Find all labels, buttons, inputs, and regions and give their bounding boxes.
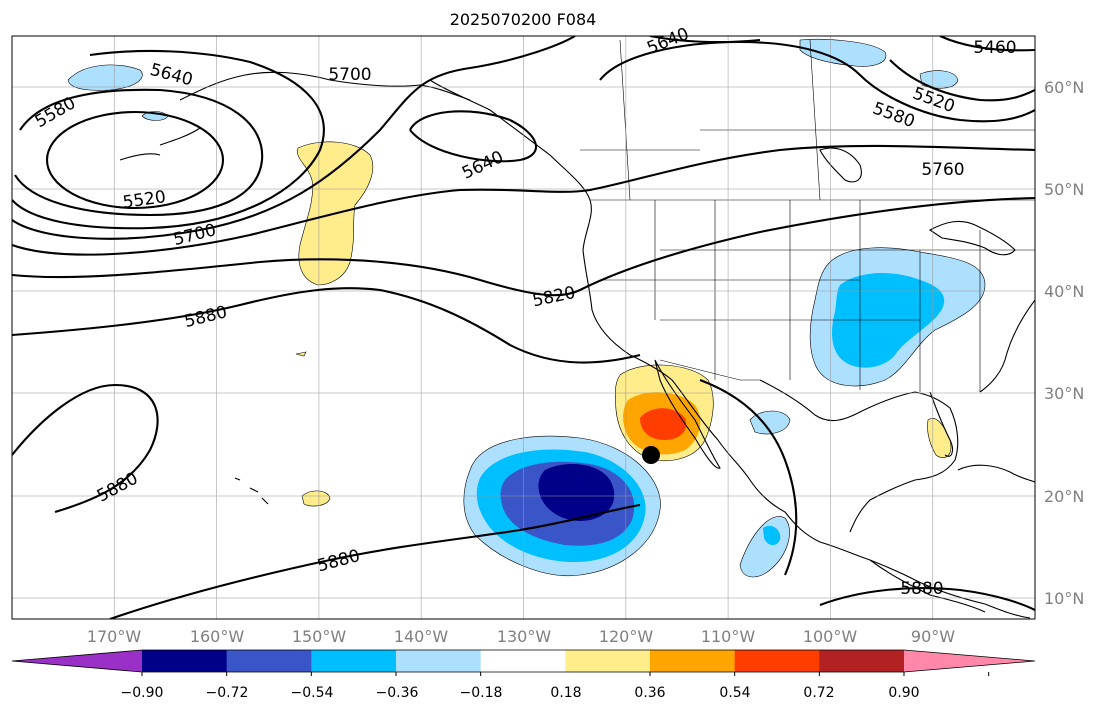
aleutian-1 [119,153,161,161]
colorbar-segment [819,650,905,672]
pos-anomaly-baja-core [640,408,687,440]
contour-label: 5880 [900,579,943,599]
hawaii [234,477,269,505]
lon-label: 110°W [701,627,756,646]
map-frame [11,35,1036,620]
canada-provinces [580,39,1035,201]
lon-label: 100°W [803,627,858,646]
gulf-coast [759,379,959,533]
point-marker [642,446,660,464]
lon-label: 130°W [497,627,552,646]
colorbar-segment [142,650,228,672]
lat-label: 40°N [1044,282,1084,301]
contour-label: 5760 [921,160,964,180]
west-coast [429,79,1031,619]
colorbar-tick-label: −0.18 [460,685,503,701]
lat-label: 60°N [1044,78,1084,97]
central-america [869,559,986,613]
colorbar [11,649,1036,676]
neg-anomaly-mexico-core [763,525,781,546]
contour-5880-west [12,383,159,514]
colorbar-segment [565,650,651,672]
colorbar-segment [480,650,566,672]
lat-label: 10°N [1044,589,1084,608]
baja-california [654,359,721,469]
pos-anomaly-small-1 [301,490,331,507]
colorbar-tick-label: 0.90 [888,685,919,701]
contour-5520-low [45,110,225,210]
neg-anomaly-alaska-west [67,64,143,91]
florida [929,391,954,457]
aleutian-2 [159,127,201,146]
colorbar-segment [734,650,820,672]
map-title: 2025070200 F084 [450,10,597,29]
colorbar-segment [226,650,312,672]
lon-label: 170°W [87,627,142,646]
cuba [957,464,1035,483]
contour-5880-main [12,287,641,364]
lon-label: 90°W [911,627,955,646]
lat-label: 50°N [1044,180,1084,199]
contour-5640-b [409,110,538,163]
lon-label: 140°W [394,627,449,646]
us-mexico-border [659,359,760,381]
colorbar-tick-label: 0.54 [719,685,750,701]
colorbar-segment [396,650,482,672]
gridlines [12,36,1035,619]
lat-label: 20°N [1044,487,1084,506]
contour-label: 5460 [973,38,1016,58]
contour-5880-south [109,503,641,619]
lon-label: 150°W [292,627,347,646]
latitude-labels: 60°N 50°N 40°N 30°N 20°N 10°N [1044,78,1084,608]
colorbar-tick-label: −0.54 [291,685,334,701]
contour-5700 [12,36,576,240]
lon-label: 120°W [599,627,654,646]
colorbar-extend-max [904,650,1035,672]
contour-5640-a [12,49,325,230]
pos-anomaly-small-2 [295,351,307,357]
neg-anomaly-canada-north [799,39,887,67]
longitude-labels: 170°W 160°W 150°W 140°W 130°W 120°W 110°… [87,627,955,646]
height-contours [12,36,1035,619]
colorbar-ticks: −0.90 −0.72 −0.54 −0.36 −0.18 0.18 0.36 … [121,685,920,701]
colorbar-tick-label: 0.18 [550,685,581,701]
colorbar-tick-label: −0.90 [121,685,164,701]
contour-5760 [12,144,1035,256]
neg-anomaly-pacific-core [538,464,615,521]
lon-label: 160°W [190,627,245,646]
contour-5580-low [14,88,264,217]
contour-5460 [939,36,1035,52]
colorbar-segment [650,650,736,672]
neg-anomaly-gulf [749,410,791,435]
contour-5880-gulf [699,379,798,576]
east-coast [979,299,1035,393]
contour-5520-ne [889,59,1035,102]
contour-label: 5700 [328,65,371,85]
colorbar-tick-label: 0.36 [634,685,665,701]
contour-5640-ne [649,36,761,44]
colorbar-segment [311,650,397,672]
contour-5880-se [819,587,1035,611]
colorbar-tick-label: −0.72 [206,685,249,701]
colorbar-tick-label: −0.36 [376,685,419,701]
contour-5580-ne [599,40,1035,123]
contour-5820 [12,196,1035,297]
map-area [12,36,1035,619]
lat-label: 30°N [1044,384,1084,403]
colorbar-extend-min [12,650,142,672]
colorbar-tick-label: 0.72 [803,685,834,701]
